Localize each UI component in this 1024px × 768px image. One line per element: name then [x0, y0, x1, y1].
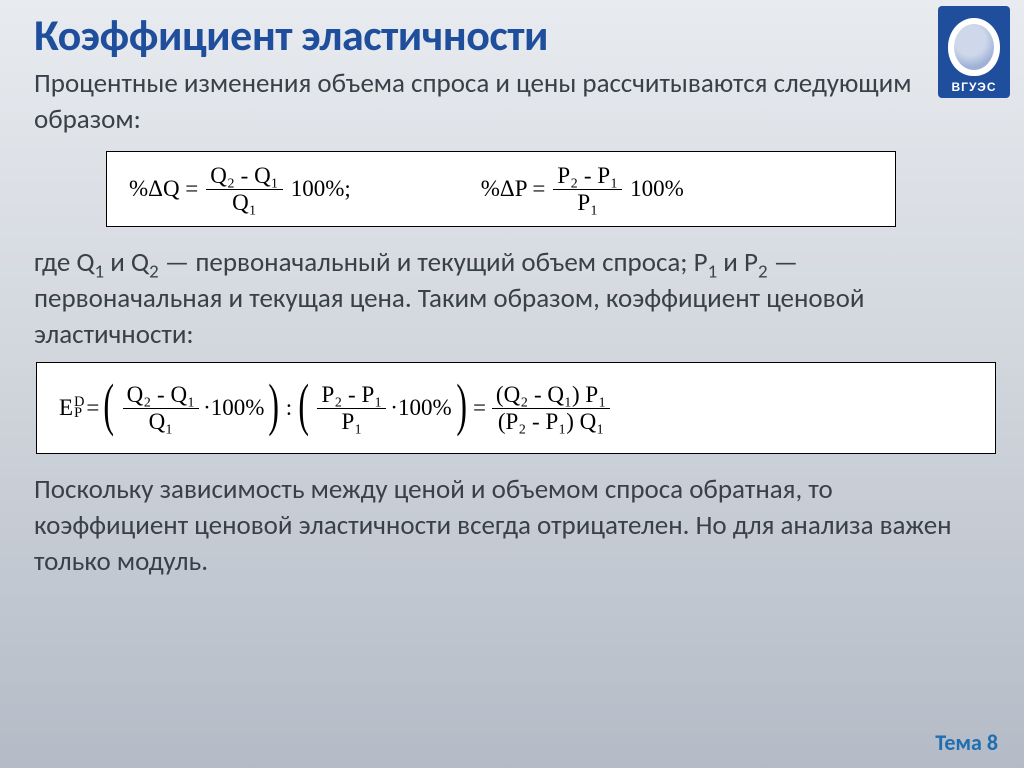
slide: ВГУЭС Коэффициент эластичности Процентны… — [0, 0, 1024, 768]
university-logo: ВГУЭС — [938, 6, 1010, 98]
logo-text: ВГУЭС — [952, 80, 997, 94]
formula-delta-p: %ΔP = P₂ - P₁ P₁ 100% — [481, 164, 684, 215]
formula-delta-q: %ΔQ = Q₂ - Q₁ Q₁ 100%; — [129, 164, 351, 215]
logo-emblem-icon — [948, 18, 1000, 76]
formula-elasticity: E D P = ( Q₂ - Q₁ Q₁ · 100% ) : ( P₂ - P… — [36, 362, 996, 454]
topic-label: Тема 8 — [935, 729, 998, 756]
page-title: Коэффициент эластичности — [34, 12, 990, 58]
definitions-paragraph: где Q1 и Q2 — первоначальный и текущий о… — [34, 245, 990, 352]
conclusion-paragraph: Поскольку зависимость между ценой и объе… — [34, 472, 990, 579]
formula-percent-changes: %ΔQ = Q₂ - Q₁ Q₁ 100%; %ΔP = P₂ - P₁ P₁ … — [106, 151, 896, 227]
intro-paragraph: Процентные изменения объема спроса и цен… — [34, 66, 990, 137]
